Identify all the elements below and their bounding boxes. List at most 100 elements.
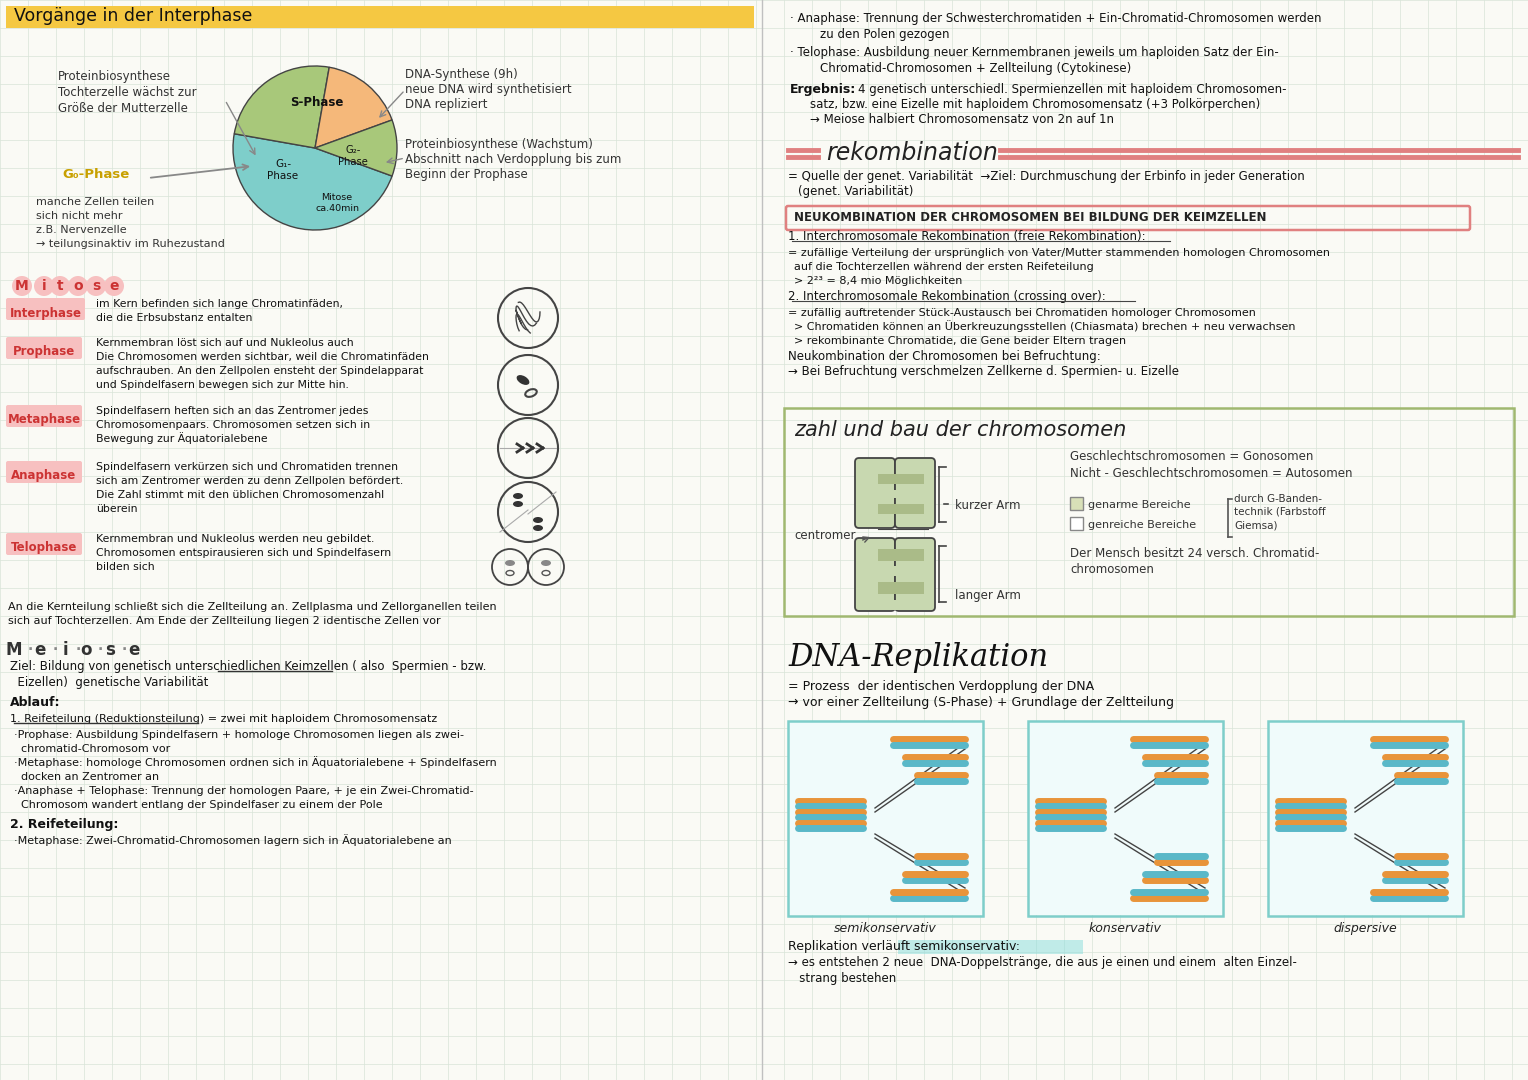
Text: e: e [128, 642, 139, 659]
Text: (genet. Variabilität): (genet. Variabilität) [798, 185, 914, 198]
Text: Nicht - Geschlechtschromosomen = Autosomen: Nicht - Geschlechtschromosomen = Autosom… [1070, 467, 1352, 480]
Text: Chromatid-Chromosomen + Zellteilung (Cytokinese): Chromatid-Chromosomen + Zellteilung (Cyt… [821, 62, 1131, 75]
FancyBboxPatch shape [6, 6, 753, 28]
Text: s: s [92, 279, 101, 293]
Text: i: i [41, 279, 46, 293]
Text: 1. Interchromosomale Rekombination (freie Rekombination):: 1. Interchromosomale Rekombination (frei… [788, 230, 1146, 243]
Text: NEUKOMBINATION DER CHROMOSOMEN BEI BILDUNG DER KEIMZELLEN: NEUKOMBINATION DER CHROMOSOMEN BEI BILDU… [795, 211, 1267, 224]
Text: langer Arm: langer Arm [955, 589, 1021, 602]
Text: neue DNA wird synthetisiert: neue DNA wird synthetisiert [405, 83, 571, 96]
Text: Die Chromosomen werden sichtbar, weil die Chromatinfäden: Die Chromosomen werden sichtbar, weil di… [96, 352, 429, 362]
Text: semikonservativ: semikonservativ [834, 922, 937, 935]
Text: genreiche Bereiche: genreiche Bereiche [1088, 519, 1196, 530]
FancyBboxPatch shape [898, 490, 924, 498]
FancyBboxPatch shape [879, 600, 905, 610]
Text: überein: überein [96, 504, 138, 514]
Text: An die Kernteilung schließt sich die Zellteilung an. Zellplasma und Zellorganell: An die Kernteilung schließt sich die Zel… [8, 602, 497, 612]
Text: Tochterzelle wächst zur: Tochterzelle wächst zur [58, 86, 197, 99]
Text: ·Anaphase + Telophase: Trennung der homologen Paare, + je ein Zwei-Chromatid-: ·Anaphase + Telophase: Trennung der homo… [14, 786, 474, 796]
Text: Proteinbiosynthese: Proteinbiosynthese [58, 70, 171, 83]
Text: Geschlechtschromosomen = Gonosomen: Geschlechtschromosomen = Gonosomen [1070, 450, 1314, 463]
Text: > rekombinante Chromatide, die Gene beider Eltern tragen: > rekombinante Chromatide, die Gene beid… [795, 336, 1126, 346]
Text: Giemsa): Giemsa) [1235, 519, 1277, 530]
Text: Die Zahl stimmt mit den üblichen Chromosomenzahl: Die Zahl stimmt mit den üblichen Chromos… [96, 490, 384, 500]
Text: ·: · [75, 643, 81, 657]
Text: zu den Polen gezogen: zu den Polen gezogen [821, 28, 949, 41]
Circle shape [69, 276, 89, 296]
Text: auf die Tochterzellen während der ersten Reifeteilung: auf die Tochterzellen während der ersten… [795, 262, 1094, 272]
Ellipse shape [533, 525, 542, 531]
Circle shape [12, 276, 32, 296]
Circle shape [34, 276, 53, 296]
Text: aufschrauben. An den Zellpolen ensteht der Spindelapparat: aufschrauben. An den Zellpolen ensteht d… [96, 366, 423, 376]
Ellipse shape [516, 375, 529, 384]
Text: S-Phase: S-Phase [290, 96, 344, 109]
FancyBboxPatch shape [895, 458, 935, 528]
Text: genarme Bereiche: genarme Bereiche [1088, 500, 1190, 510]
Text: Mitose
ca.40min: Mitose ca.40min [315, 193, 359, 213]
Text: manche Zellen teilen: manche Zellen teilen [37, 197, 154, 207]
Text: Interphase: Interphase [9, 307, 81, 320]
Text: i: i [63, 642, 67, 659]
FancyBboxPatch shape [898, 940, 1083, 954]
FancyBboxPatch shape [1268, 723, 1462, 915]
Text: Ergebnis:: Ergebnis: [790, 83, 856, 96]
Text: Spindelfasern heften sich an das Zentromer jedes: Spindelfasern heften sich an das Zentrom… [96, 406, 368, 416]
Text: G₂-
Phase: G₂- Phase [338, 145, 368, 166]
FancyBboxPatch shape [1070, 497, 1083, 510]
Ellipse shape [504, 561, 515, 566]
FancyBboxPatch shape [879, 504, 905, 514]
Text: 2. Reifeteilung:: 2. Reifeteilung: [11, 818, 118, 831]
Text: rekombination: rekombination [827, 141, 998, 165]
Text: sich nicht mehr: sich nicht mehr [37, 211, 122, 221]
Text: ·Metaphase: Zwei-Chromatid-Chromosomen lagern sich in Äquatorialebene an: ·Metaphase: Zwei-Chromatid-Chromosomen l… [14, 834, 452, 846]
Ellipse shape [533, 517, 542, 523]
Circle shape [104, 276, 124, 296]
Text: Replikation verläuft semikonservativ:: Replikation verläuft semikonservativ: [788, 940, 1021, 953]
Text: DNA-Synthese (9h): DNA-Synthese (9h) [405, 68, 518, 81]
Text: Eizellen)  genetische Variabilität: Eizellen) genetische Variabilität [11, 676, 208, 689]
Text: M: M [15, 279, 29, 293]
Text: docken an Zentromer an: docken an Zentromer an [14, 772, 159, 782]
Wedge shape [234, 66, 329, 148]
Text: Chromosom wandert entlang der Spindelfaser zu einem der Pole: Chromosom wandert entlang der Spindelfas… [14, 800, 382, 810]
FancyBboxPatch shape [898, 582, 924, 594]
Wedge shape [315, 67, 393, 148]
Text: Ablauf:: Ablauf: [11, 696, 61, 708]
Text: Prophase: Prophase [12, 346, 75, 359]
Text: > 2²³ = 8,4 mio Möglichkeiten: > 2²³ = 8,4 mio Möglichkeiten [795, 276, 963, 286]
Text: Bewegung zur Äquatorialebene: Bewegung zur Äquatorialebene [96, 432, 267, 444]
FancyBboxPatch shape [879, 582, 905, 594]
FancyBboxPatch shape [788, 723, 983, 915]
Text: o: o [81, 642, 92, 659]
FancyBboxPatch shape [879, 490, 905, 498]
Text: G₀-Phase: G₀-Phase [63, 168, 130, 181]
Text: 4 genetisch unterschiedl. Spermienzellen mit haploidem Chromosomen-: 4 genetisch unterschiedl. Spermienzellen… [859, 83, 1287, 96]
Text: chromosomen: chromosomen [1070, 563, 1154, 576]
Text: DNA-Replikation: DNA-Replikation [788, 642, 1048, 673]
Text: sich am Zentromer werden zu denn Zellpolen befördert.: sich am Zentromer werden zu denn Zellpol… [96, 476, 403, 486]
Ellipse shape [513, 492, 523, 499]
Text: kurzer Arm: kurzer Arm [955, 499, 1021, 512]
Text: ·: · [52, 643, 58, 657]
Text: bilden sich: bilden sich [96, 562, 154, 572]
Circle shape [50, 276, 70, 296]
Text: zahl und bau der chromosomen: zahl und bau der chromosomen [795, 420, 1126, 440]
Text: = Prozess  der identischen Verdopplung der DNA: = Prozess der identischen Verdopplung de… [788, 680, 1094, 693]
FancyBboxPatch shape [879, 474, 905, 484]
FancyBboxPatch shape [6, 405, 83, 427]
FancyBboxPatch shape [6, 337, 83, 359]
Text: durch G-Banden-: durch G-Banden- [1235, 494, 1322, 504]
Text: ·: · [28, 643, 32, 657]
Text: > Chromatiden können an Überkreuzungsstellen (Chiasmata) brechen + neu verwachse: > Chromatiden können an Überkreuzungsste… [795, 320, 1296, 332]
Text: Ziel: Bildung von genetisch unterschiedlichen Keimzellen ( also  Spermien - bzw.: Ziel: Bildung von genetisch unterschiedl… [11, 660, 486, 673]
FancyBboxPatch shape [856, 538, 895, 611]
FancyBboxPatch shape [898, 504, 924, 514]
Wedge shape [315, 120, 397, 176]
Text: = zufällige Verteilung der ursprünglich von Vater/Mutter stammenden homologen Ch: = zufällige Verteilung der ursprünglich … [788, 248, 1329, 258]
Text: Proteinbiosynthese (Wachstum): Proteinbiosynthese (Wachstum) [405, 138, 593, 151]
FancyBboxPatch shape [898, 549, 924, 561]
Text: s: s [105, 642, 115, 659]
Text: Der Mensch besitzt 24 versch. Chromatid-: Der Mensch besitzt 24 versch. Chromatid- [1070, 546, 1319, 561]
Text: G₁-
Phase: G₁- Phase [267, 159, 298, 180]
